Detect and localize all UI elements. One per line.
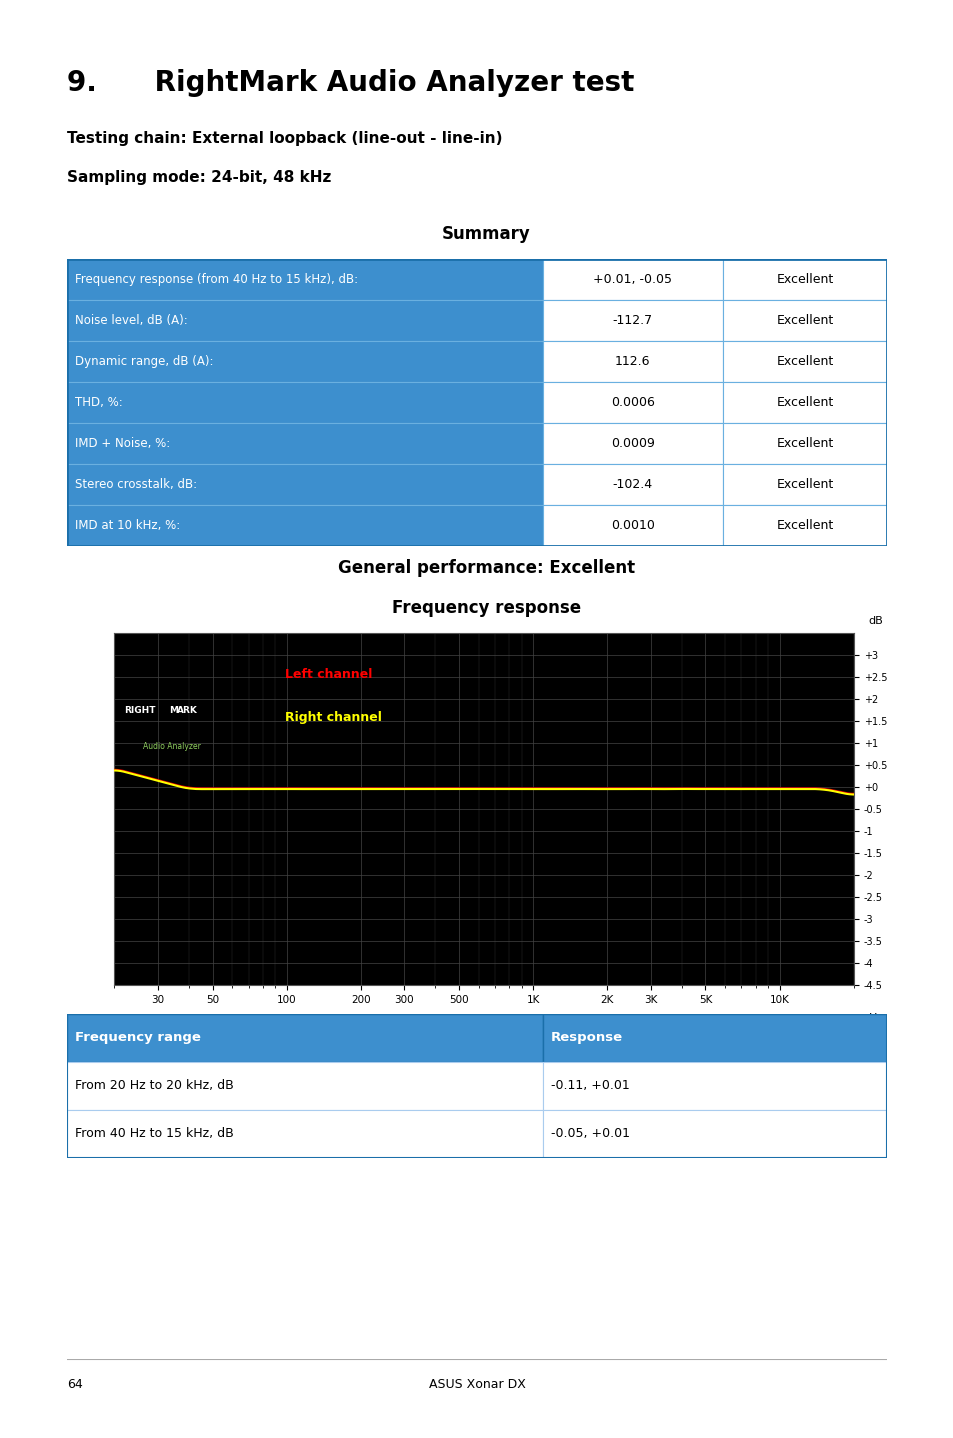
Bar — [542, 1110, 886, 1158]
Text: Response: Response — [550, 1031, 622, 1044]
Bar — [67, 383, 542, 423]
Bar — [542, 341, 722, 383]
Text: 0.0006: 0.0006 — [610, 395, 654, 410]
Text: Frequency range: Frequency range — [75, 1031, 201, 1044]
Text: -0.11, +0.01: -0.11, +0.01 — [550, 1078, 629, 1093]
Bar — [67, 259, 542, 301]
Text: M: M — [170, 706, 178, 715]
Text: Stereo crosstalk, dB:: Stereo crosstalk, dB: — [75, 479, 197, 492]
Bar — [542, 1061, 886, 1110]
Text: Dynamic range, dB (A):: Dynamic range, dB (A): — [75, 355, 213, 368]
Text: Sampling mode: 24-bit, 48 kHz: Sampling mode: 24-bit, 48 kHz — [67, 170, 331, 184]
Bar — [722, 464, 886, 505]
Bar — [722, 383, 886, 423]
Bar — [722, 259, 886, 301]
Text: Frequency response (from 40 Hz to 15 kHz), dB:: Frequency response (from 40 Hz to 15 kHz… — [75, 273, 357, 286]
Bar — [542, 464, 722, 505]
Text: IMD at 10 kHz, %:: IMD at 10 kHz, %: — [75, 519, 180, 532]
Text: Excellent: Excellent — [776, 519, 833, 532]
Bar — [542, 259, 722, 301]
Bar — [542, 1014, 886, 1061]
Text: dB: dB — [867, 615, 882, 626]
Text: Excellent: Excellent — [776, 479, 833, 492]
Text: Excellent: Excellent — [776, 395, 833, 410]
Bar — [67, 301, 542, 341]
Text: Frequency response: Frequency response — [392, 600, 580, 617]
Text: 112.6: 112.6 — [615, 355, 650, 368]
Bar — [722, 423, 886, 464]
Bar — [722, 505, 886, 546]
Bar — [542, 301, 722, 341]
Bar — [67, 341, 542, 383]
Bar — [542, 383, 722, 423]
Text: RIGHT: RIGHT — [124, 706, 156, 715]
Text: Excellent: Excellent — [776, 437, 833, 450]
Text: 0.0009: 0.0009 — [610, 437, 654, 450]
Bar — [722, 341, 886, 383]
Bar — [67, 1014, 542, 1061]
Bar — [542, 505, 722, 546]
Text: Hz: Hz — [867, 1014, 882, 1024]
Text: -112.7: -112.7 — [612, 313, 652, 326]
Text: -0.05, +0.01: -0.05, +0.01 — [550, 1127, 629, 1140]
Bar — [67, 423, 542, 464]
Bar — [722, 301, 886, 341]
Text: ARK: ARK — [177, 706, 197, 715]
Text: ASUS Xonar DX: ASUS Xonar DX — [428, 1378, 525, 1391]
Bar — [542, 423, 722, 464]
Text: Noise level, dB (A):: Noise level, dB (A): — [75, 313, 188, 326]
Text: Excellent: Excellent — [776, 355, 833, 368]
Bar — [67, 1061, 542, 1110]
Text: Left channel: Left channel — [284, 669, 372, 682]
Text: Audio Analyzer: Audio Analyzer — [143, 742, 200, 751]
Text: IMD + Noise, %:: IMD + Noise, %: — [75, 437, 170, 450]
Text: -102.4: -102.4 — [612, 479, 652, 492]
Text: Right channel: Right channel — [284, 710, 381, 723]
Text: Testing chain: External loopback (line-out - line-in): Testing chain: External loopback (line-o… — [67, 131, 501, 145]
Text: From 20 Hz to 20 kHz, dB: From 20 Hz to 20 kHz, dB — [75, 1078, 233, 1093]
Text: THD, %:: THD, %: — [75, 395, 123, 410]
Text: +0.01, -0.05: +0.01, -0.05 — [593, 273, 672, 286]
Text: General performance: Excellent: General performance: Excellent — [337, 559, 635, 577]
Bar — [67, 505, 542, 546]
Text: 0.0010: 0.0010 — [610, 519, 654, 532]
Text: 64: 64 — [67, 1378, 83, 1391]
Bar — [67, 1110, 542, 1158]
Text: From 40 Hz to 15 kHz, dB: From 40 Hz to 15 kHz, dB — [75, 1127, 233, 1140]
Bar — [67, 464, 542, 505]
Text: 9.      RightMark Audio Analyzer test: 9. RightMark Audio Analyzer test — [67, 69, 634, 96]
Text: Excellent: Excellent — [776, 313, 833, 326]
Text: Excellent: Excellent — [776, 273, 833, 286]
Text: Summary: Summary — [441, 224, 531, 243]
